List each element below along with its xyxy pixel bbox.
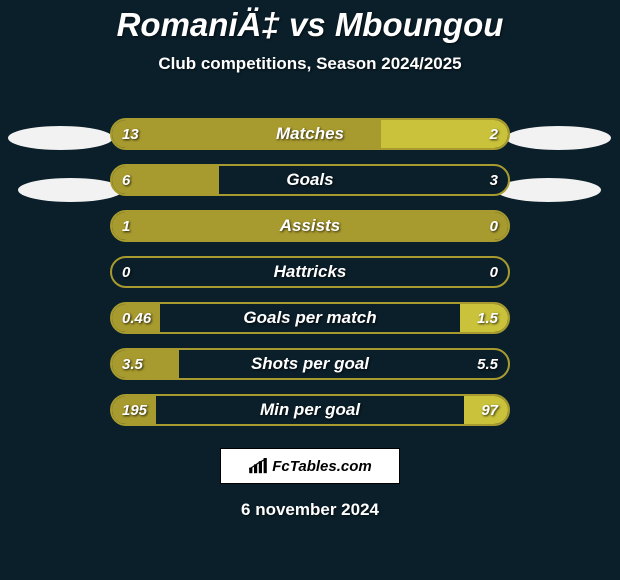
stat-label: Min per goal [112, 396, 508, 424]
page-subtitle: Club competitions, Season 2024/2025 [0, 54, 620, 74]
brand-text: FcTables.com [272, 458, 371, 475]
stat-label: Matches [112, 120, 508, 148]
left-player-ellipse [8, 126, 113, 150]
right-player-ellipse [496, 178, 601, 202]
brand-chart-icon [248, 458, 268, 474]
date-text: 6 november 2024 [0, 500, 620, 520]
stat-row: 10Assists [110, 210, 510, 242]
stat-label: Goals [112, 166, 508, 194]
left-player-ellipse [18, 178, 123, 202]
stat-row: 63Goals [110, 164, 510, 196]
stat-row: 00Hattricks [110, 256, 510, 288]
stat-label: Assists [112, 212, 508, 240]
stat-row: 0.461.5Goals per match [110, 302, 510, 334]
stat-label: Shots per goal [112, 350, 508, 378]
right-player-ellipse [506, 126, 611, 150]
brand-box: FcTables.com [220, 448, 400, 484]
stat-label: Goals per match [112, 304, 508, 332]
stat-row: 3.55.5Shots per goal [110, 348, 510, 380]
stat-label: Hattricks [112, 258, 508, 286]
page-title: RomaniÄ‡ vs Mboungou [0, 0, 620, 44]
comparison-canvas: RomaniÄ‡ vs Mboungou Club competitions, … [0, 0, 620, 580]
stat-row: 19597Min per goal [110, 394, 510, 426]
stat-row: 132Matches [110, 118, 510, 150]
stat-bars: 132Matches 63Goals 10Assists 00Hattricks 0.4… [110, 118, 510, 440]
